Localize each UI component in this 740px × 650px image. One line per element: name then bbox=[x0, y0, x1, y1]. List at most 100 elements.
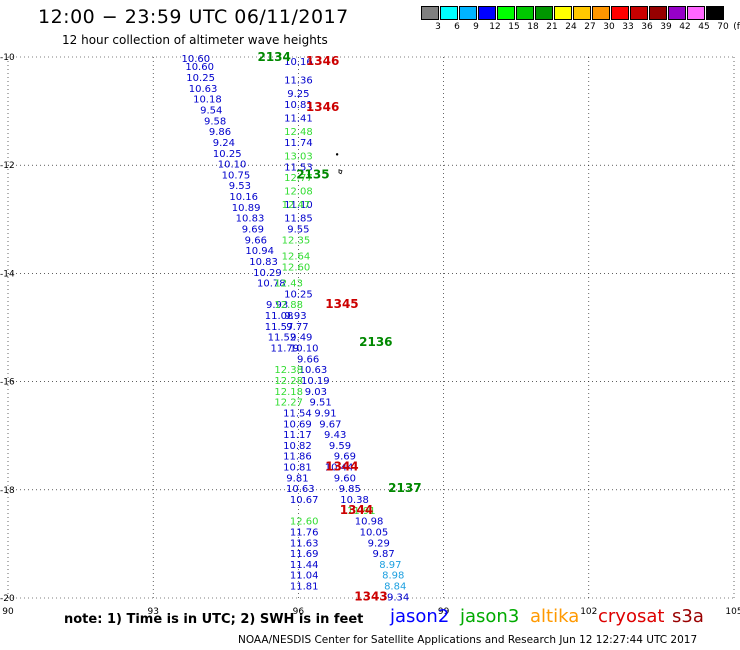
wave-height-value: 9.81 bbox=[286, 473, 308, 484]
chart-title: 12:00 − 23:59 UTC 06/11/2017 bbox=[38, 6, 349, 28]
scale-swatch bbox=[478, 6, 496, 20]
lat-tick-label: -12 bbox=[0, 161, 15, 171]
scale-swatch bbox=[497, 6, 515, 20]
wave-height-value: 11.44 bbox=[290, 560, 319, 571]
wave-height-value: 11.36 bbox=[284, 76, 313, 87]
scale-swatch bbox=[421, 6, 439, 20]
wave-height-value: 10.44 bbox=[325, 463, 354, 474]
wave-height-value: 9.93 bbox=[284, 311, 306, 322]
scale-swatch bbox=[440, 6, 458, 20]
pass-number-label: 2137 bbox=[388, 481, 421, 495]
wave-height-value: 12.28 bbox=[274, 376, 303, 387]
credit-line: NOAA/NESDIS Center for Satellite Applica… bbox=[238, 634, 698, 646]
pass-number-label: 1346 bbox=[306, 100, 339, 114]
legend-s3a: s3a bbox=[672, 606, 704, 627]
wave-height-value: 12.60 bbox=[282, 262, 311, 273]
wave-height-value: 12.27 bbox=[274, 398, 303, 409]
pass-number-label: 1344 bbox=[325, 460, 358, 474]
scale-swatch bbox=[668, 6, 686, 20]
scale-label: 70 bbox=[717, 22, 729, 32]
island-mark bbox=[338, 169, 343, 175]
scale-swatch bbox=[573, 6, 591, 20]
wave-height-value: 11.57 bbox=[265, 322, 294, 333]
wave-height-value: 9.67 bbox=[319, 419, 341, 430]
wave-height-value: 13.03 bbox=[284, 151, 313, 162]
wave-height-value: 10.16 bbox=[284, 57, 313, 68]
wave-height-value: 9.29 bbox=[368, 538, 390, 549]
wave-height-value: 12.35 bbox=[282, 235, 311, 246]
wave-height-value: 12.77 bbox=[284, 173, 313, 184]
lon-tick-label: 96 bbox=[293, 607, 305, 617]
wave-height-value: 10.05 bbox=[360, 527, 389, 538]
wave-height-value: 11.10 bbox=[284, 200, 313, 211]
wave-height-value: 11.17 bbox=[283, 430, 312, 441]
lon-tick-label: 93 bbox=[147, 607, 158, 617]
wave-height-value: 9.93 bbox=[266, 300, 288, 311]
scale-unit: (ft) bbox=[733, 22, 740, 32]
wave-height-value: 10.81 bbox=[284, 100, 313, 111]
map-plot[interactable]: 90 93 96 99 102 105 -10 -12 -14 -16 -18 -20 10.60 10.… bbox=[0, 50, 740, 617]
lat-tick-label: -16 bbox=[0, 378, 15, 388]
wave-height-value: 10.60 bbox=[185, 62, 214, 73]
scale-swatch bbox=[592, 6, 610, 20]
wave-height-value: 10.98 bbox=[355, 517, 384, 528]
wave-height-value: 9.54 bbox=[200, 105, 222, 116]
wave-height-value: 11.76 bbox=[290, 527, 319, 538]
scale-label: 12 bbox=[489, 22, 501, 32]
scale-label: 39 bbox=[660, 22, 672, 32]
wave-height-value: 8.98 bbox=[382, 571, 404, 582]
wave-height-value: 9.86 bbox=[209, 127, 231, 138]
scale-label: 24 bbox=[565, 22, 577, 32]
wave-height-value: 9.66 bbox=[245, 235, 267, 246]
wave-height-value: 9.77 bbox=[286, 322, 308, 333]
wave-height-value: 9.53 bbox=[229, 181, 251, 192]
wave-height-value: 9.34 bbox=[387, 592, 409, 603]
lon-tick-label: 99 bbox=[438, 607, 450, 617]
wave-height-value: 11.86 bbox=[283, 452, 312, 463]
wave-height-value: 11.04 bbox=[290, 571, 319, 582]
wave-height-value: 8.84 bbox=[384, 582, 406, 593]
wave-height-value: 10.69 bbox=[283, 419, 312, 430]
wave-height-value: 11.53 bbox=[284, 162, 313, 173]
scale-swatch bbox=[687, 6, 705, 20]
wave-height-value: 11.69 bbox=[290, 549, 319, 560]
wave-height-value: 9.91 bbox=[314, 408, 336, 419]
wave-height-value: 12.64 bbox=[282, 252, 311, 263]
scale-label: 33 bbox=[622, 22, 634, 32]
scale-label: 45 bbox=[698, 22, 710, 32]
wave-height-value: 10.29 bbox=[253, 268, 282, 279]
scale-label: 18 bbox=[527, 22, 539, 32]
lat-tick-label: -18 bbox=[0, 486, 15, 496]
map-svg: 90 93 96 99 102 105-10-12-14-16-18-2010.6010.… bbox=[0, 50, 740, 617]
lon-tick-label: 105 bbox=[725, 607, 740, 617]
wave-height-value: 9.66 bbox=[297, 354, 319, 365]
chart-subtitle: 12 hour collection of altimeter wave hei… bbox=[62, 33, 328, 47]
wave-height-value: 10.63 bbox=[286, 484, 315, 495]
wave-height-value: 11.41 bbox=[284, 114, 313, 125]
wave-height-value: 11.63 bbox=[290, 538, 319, 549]
wave-height-value: 10.83 bbox=[249, 257, 278, 268]
wave-height-value: 10.25 bbox=[186, 73, 215, 84]
wave-height-value: 10.94 bbox=[245, 246, 274, 257]
wave-height-value: 9.59 bbox=[329, 441, 351, 452]
pass-number-label: 1346 bbox=[306, 54, 339, 68]
scale-swatch bbox=[516, 6, 534, 20]
wave-height-value: 9.24 bbox=[213, 138, 235, 149]
scale-label: 30 bbox=[603, 22, 615, 32]
scale-swatch bbox=[535, 6, 553, 20]
pass-number-label: 2135 bbox=[296, 167, 329, 181]
wave-height-value: 9.25 bbox=[287, 89, 309, 100]
scale-swatch bbox=[649, 6, 667, 20]
wave-height-value: 9.51 bbox=[310, 398, 332, 409]
wave-height-value: 12.18 bbox=[274, 387, 303, 398]
scale-swatch bbox=[611, 6, 629, 20]
pass-number-label: 1344 bbox=[340, 503, 373, 517]
wave-height-value: 9.55 bbox=[287, 224, 309, 235]
scale-swatch bbox=[459, 6, 477, 20]
scale-label: 15 bbox=[508, 22, 520, 32]
legend-jason2: jason2 bbox=[390, 606, 450, 627]
scale-label: 9 bbox=[473, 22, 479, 32]
wave-height-value: 9.85 bbox=[339, 484, 361, 495]
wave-height-value: 10.81 bbox=[283, 463, 312, 474]
wave-height-value: 10.63 bbox=[299, 365, 328, 376]
